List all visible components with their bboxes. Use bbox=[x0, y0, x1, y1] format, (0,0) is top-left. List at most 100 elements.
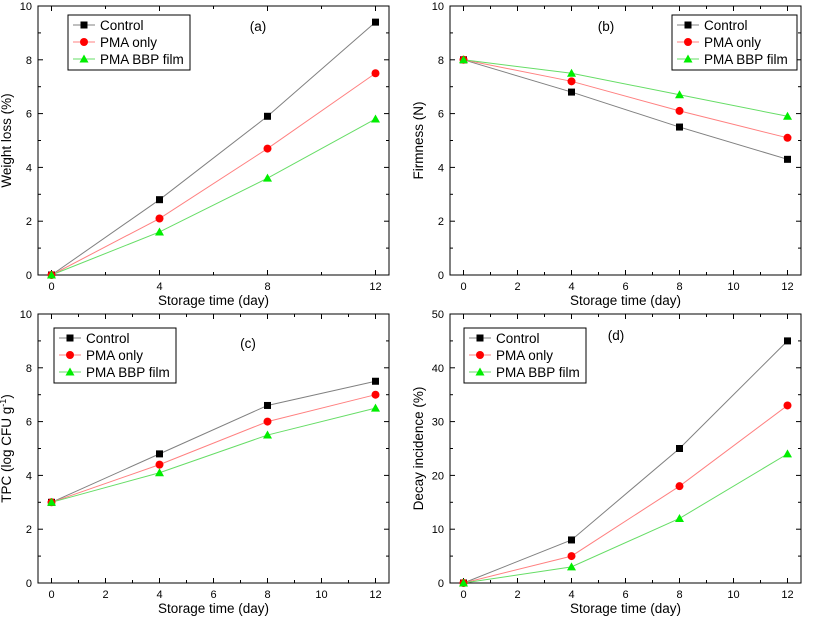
chart-panel-c: 0 2 4 6 8 10 0 2 4 6 8 10 12 Storage time (day) TPC (l… bbox=[0, 309, 390, 616]
data-point bbox=[676, 123, 683, 131]
legend-label: PMA BBP film bbox=[496, 365, 580, 380]
y-axis-label: TPC (log CFU g-1) bbox=[0, 394, 14, 503]
y-tick-label: 10 bbox=[20, 1, 32, 13]
series-line bbox=[463, 340, 788, 584]
data-point bbox=[675, 482, 684, 491]
x-tick-label: 6 bbox=[210, 589, 216, 601]
y-tick-label: 2 bbox=[26, 216, 32, 228]
legend: Control PMA only PMA BBP film bbox=[53, 327, 177, 384]
series-line bbox=[51, 72, 376, 276]
y-tick-label: 0 bbox=[26, 270, 32, 282]
y-axis-label: Weight loss (%) bbox=[0, 93, 14, 187]
data-point bbox=[371, 390, 380, 399]
series-line bbox=[463, 59, 788, 160]
legend-marker bbox=[684, 21, 692, 29]
panel-label: (d) bbox=[608, 328, 625, 343]
data-point bbox=[372, 377, 379, 385]
x-tick-label: 0 bbox=[460, 589, 466, 601]
x-tick-label: 8 bbox=[264, 281, 270, 293]
series-line bbox=[463, 59, 788, 117]
x-tick-label: 6 bbox=[622, 281, 628, 293]
y-tick-label: 0 bbox=[26, 578, 32, 590]
y-tick-label: 50 bbox=[432, 309, 444, 321]
y-axis-label-superscript: -1 bbox=[0, 399, 8, 407]
x-axis-label: Storage time (day) bbox=[570, 293, 681, 308]
legend-marker bbox=[79, 54, 89, 63]
data-point bbox=[567, 562, 576, 571]
x-tick-label: 2 bbox=[514, 281, 520, 293]
y-tick-label: 4 bbox=[26, 162, 32, 174]
y-tick-label: 6 bbox=[26, 109, 32, 121]
y-tick-label: 10 bbox=[432, 524, 444, 536]
y-tick-label: 10 bbox=[20, 309, 32, 321]
data-point bbox=[372, 18, 379, 26]
data-point bbox=[263, 430, 272, 439]
data-point bbox=[567, 68, 576, 77]
legend-label: PMA only bbox=[86, 348, 143, 363]
legend-label: PMA only bbox=[496, 348, 553, 363]
x-tick-label: 12 bbox=[369, 589, 381, 601]
y-tick-label: 2 bbox=[26, 524, 32, 536]
data-point bbox=[675, 106, 684, 115]
data-point bbox=[568, 536, 575, 544]
data-point bbox=[459, 55, 468, 64]
y-tick-label: 0 bbox=[438, 270, 444, 282]
y-tick-label: 6 bbox=[26, 417, 32, 429]
x-tick-label: 8 bbox=[676, 281, 682, 293]
y-tick-label: 6 bbox=[438, 109, 444, 121]
legend-label: Control bbox=[496, 331, 540, 346]
chart-panel-a: 0 2 4 6 8 10 0 4 8 12 Storage time (day) Weight los… bbox=[0, 1, 390, 308]
data-point bbox=[371, 403, 380, 412]
legend-label: Control bbox=[86, 331, 130, 346]
data-point bbox=[371, 69, 380, 78]
legend-marker bbox=[476, 334, 484, 342]
x-tick-label: 4 bbox=[568, 281, 574, 293]
data-point bbox=[155, 227, 164, 236]
legend-marker bbox=[80, 21, 88, 29]
legend-marker bbox=[476, 351, 484, 359]
x-tick-label: 10 bbox=[727, 281, 739, 293]
series-line bbox=[463, 405, 788, 584]
data-point bbox=[675, 513, 684, 522]
x-axis-label: Storage time (day) bbox=[570, 601, 681, 616]
y-tick-label: 8 bbox=[26, 55, 32, 67]
legend-label: PMA BBP film bbox=[704, 52, 788, 67]
y-tick-label: 40 bbox=[432, 363, 444, 375]
legend-marker bbox=[80, 38, 88, 46]
legend: Control PMA only PMA BBP film bbox=[67, 14, 191, 71]
data-point bbox=[264, 401, 271, 409]
series-line bbox=[51, 407, 376, 503]
legend-label: PMA BBP film bbox=[100, 52, 184, 67]
data-point bbox=[567, 77, 576, 86]
x-tick-label: 10 bbox=[727, 589, 739, 601]
data-point bbox=[783, 111, 792, 120]
legend-marker bbox=[684, 38, 692, 46]
legend-marker bbox=[66, 351, 74, 359]
x-tick-label: 12 bbox=[781, 281, 793, 293]
series-line bbox=[51, 21, 376, 276]
legend: Control PMA only PMA BBP film bbox=[463, 327, 587, 384]
x-tick-label: 12 bbox=[781, 589, 793, 601]
chart-panel-d: 0 10 20 30 40 50 0 2 4 6 8 10 12 Storage time (day) De… bbox=[411, 309, 802, 616]
data-point bbox=[567, 552, 576, 561]
data-point bbox=[676, 445, 683, 452]
y-tick-label: 8 bbox=[438, 55, 444, 67]
data-point bbox=[155, 460, 164, 469]
data-point bbox=[156, 450, 163, 458]
y-axis-label-suffix: ) bbox=[0, 394, 14, 399]
x-tick-label: 0 bbox=[48, 589, 54, 601]
legend-marker bbox=[475, 367, 485, 376]
data-point bbox=[263, 144, 272, 153]
y-tick-label: 10 bbox=[432, 1, 444, 13]
legend-label: PMA only bbox=[100, 35, 157, 50]
x-tick-label: 0 bbox=[460, 281, 466, 293]
data-point bbox=[784, 155, 791, 163]
y-tick-label: 30 bbox=[432, 417, 444, 429]
data-point bbox=[47, 270, 56, 279]
legend-label: PMA BBP film bbox=[86, 365, 170, 380]
x-tick-label: 10 bbox=[315, 589, 327, 601]
data-point bbox=[155, 468, 164, 477]
x-axis-label: Storage time (day) bbox=[158, 601, 269, 616]
x-tick-label: 4 bbox=[156, 281, 162, 293]
